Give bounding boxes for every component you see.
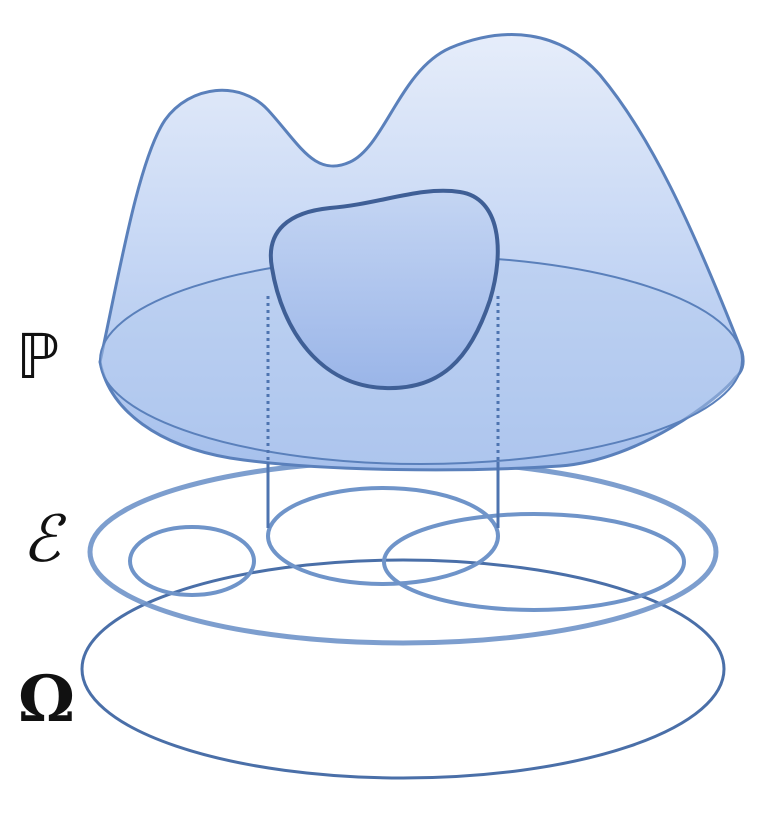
label-probability-measure: ℙ bbox=[16, 320, 60, 393]
label-sample-space: Ω bbox=[18, 662, 75, 737]
label-event-space: ℰ bbox=[22, 503, 61, 577]
event-measure-blob bbox=[268, 188, 500, 391]
event-ellipse-center bbox=[266, 486, 500, 586]
event-ellipse-small bbox=[128, 525, 256, 597]
event-ellipse-right bbox=[382, 512, 686, 612]
sample-space-ellipse bbox=[80, 558, 726, 780]
